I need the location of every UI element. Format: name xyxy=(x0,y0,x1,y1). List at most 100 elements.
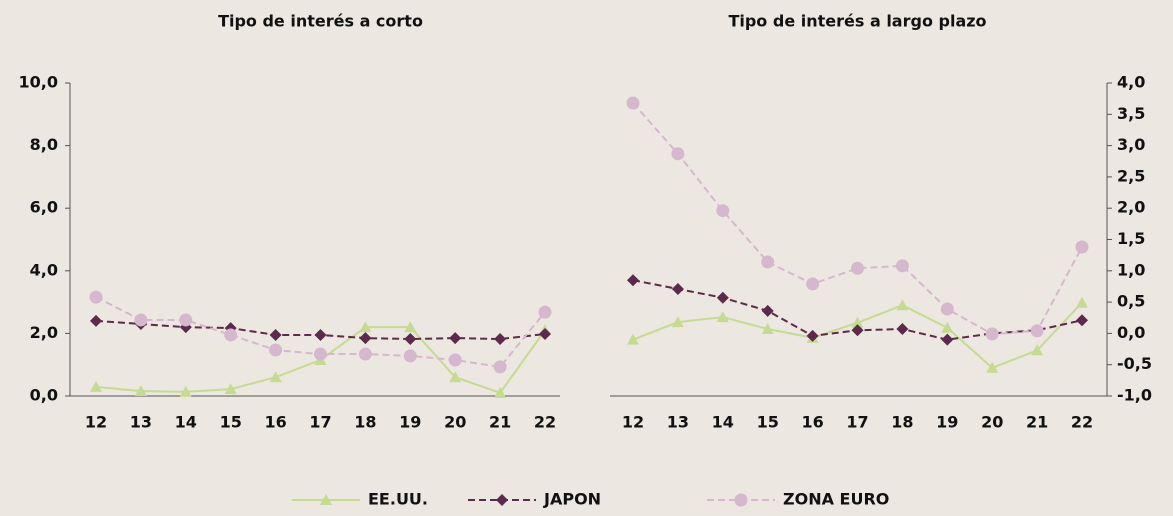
x-tick-label: 16 xyxy=(801,413,823,432)
data-point xyxy=(179,385,192,397)
data-point xyxy=(671,147,685,161)
data-point xyxy=(224,328,238,342)
data-point xyxy=(358,347,372,361)
data-point xyxy=(896,323,909,336)
data-point xyxy=(806,329,819,342)
data-point xyxy=(895,259,909,273)
x-tick-label: 12 xyxy=(85,413,107,432)
data-point xyxy=(269,343,283,357)
y-tick-label: 0,5 xyxy=(1117,292,1145,311)
x-tick-label: 21 xyxy=(489,413,511,432)
data-point xyxy=(761,255,775,269)
x-tick-label: 13 xyxy=(667,413,689,432)
y-tick-label: 0,0 xyxy=(30,386,58,405)
y-tick-label: 2,0 xyxy=(30,323,58,342)
data-point xyxy=(941,321,954,333)
data-point xyxy=(449,332,462,345)
data-point xyxy=(985,327,999,341)
legend-marker xyxy=(734,493,748,507)
y-tick-label: -1,0 xyxy=(1117,386,1152,405)
data-point xyxy=(449,371,462,383)
x-tick-label: 14 xyxy=(175,413,197,432)
data-point xyxy=(89,290,103,304)
x-tick-label: 14 xyxy=(712,413,734,432)
data-point xyxy=(896,299,909,311)
x-tick-label: 19 xyxy=(936,413,958,432)
y-tick-label: 1,0 xyxy=(1117,260,1145,279)
data-point xyxy=(90,380,102,392)
data-point xyxy=(716,311,729,323)
data-point xyxy=(314,328,327,341)
data-point xyxy=(359,321,372,333)
data-point xyxy=(134,384,147,396)
x-tick-label: 22 xyxy=(534,413,556,432)
data-point xyxy=(269,328,282,341)
legend-marker xyxy=(496,494,508,506)
data-point xyxy=(179,313,193,327)
chart-title: Tipo de interés a corto xyxy=(218,12,423,31)
y-tick-label: -0,5 xyxy=(1117,354,1152,373)
data-point xyxy=(448,353,462,367)
data-point xyxy=(716,204,730,218)
data-point xyxy=(1075,240,1089,254)
data-point xyxy=(539,328,551,341)
data-point xyxy=(627,333,639,345)
y-tick-label: 6,0 xyxy=(30,198,58,217)
y-tick-label: 4,0 xyxy=(30,260,58,279)
x-tick-label: 18 xyxy=(891,413,913,432)
data-point xyxy=(90,314,102,327)
y-tick-label: 2,5 xyxy=(1117,166,1145,185)
x-tick-label: 15 xyxy=(220,413,242,432)
x-tick-label: 17 xyxy=(846,413,868,432)
x-tick-label: 20 xyxy=(444,413,466,432)
data-point xyxy=(626,96,640,110)
y-tick-label: 10,0 xyxy=(19,73,58,92)
data-point xyxy=(494,333,507,346)
data-point xyxy=(941,333,954,346)
data-point xyxy=(269,371,282,383)
data-point xyxy=(538,305,552,319)
data-point xyxy=(359,332,372,345)
data-point xyxy=(940,302,954,316)
data-point xyxy=(493,360,507,374)
series-line xyxy=(632,102,1083,336)
data-point xyxy=(851,316,864,328)
legend-label: JAPON xyxy=(543,490,601,509)
y-tick-label: 2,0 xyxy=(1117,198,1145,217)
x-tick-label: 19 xyxy=(399,413,421,432)
y-tick-label: 1,5 xyxy=(1117,229,1145,248)
data-point xyxy=(1076,314,1088,327)
y-tick-label: 3,0 xyxy=(1117,135,1145,154)
x-tick-label: 16 xyxy=(264,413,286,432)
y-tick-label: 3,5 xyxy=(1117,104,1145,123)
x-tick-label: 13 xyxy=(130,413,152,432)
x-tick-label: 21 xyxy=(1026,413,1048,432)
x-tick-label: 18 xyxy=(354,413,376,432)
data-point xyxy=(404,333,417,346)
data-point xyxy=(761,304,774,317)
data-point xyxy=(671,316,684,328)
x-tick-label: 17 xyxy=(309,413,331,432)
data-point xyxy=(806,277,820,291)
y-tick-label: 0,0 xyxy=(1117,323,1145,342)
data-point xyxy=(851,261,864,275)
data-point xyxy=(224,383,237,395)
data-point xyxy=(314,347,327,361)
data-point xyxy=(1031,344,1044,356)
data-point xyxy=(1076,296,1088,308)
x-tick-label: 15 xyxy=(757,413,779,432)
data-point xyxy=(403,349,417,363)
y-tick-label: 8,0 xyxy=(30,135,58,154)
data-point xyxy=(134,313,148,327)
data-point xyxy=(1030,324,1044,338)
data-point xyxy=(986,361,999,373)
x-tick-label: 20 xyxy=(981,413,1003,432)
legend-label: ZONA EURO xyxy=(783,490,889,509)
y-tick-label: 4,0 xyxy=(1117,73,1145,92)
data-point xyxy=(716,291,729,304)
chart-title: Tipo de interés a largo plazo xyxy=(728,12,986,31)
data-point xyxy=(671,282,684,295)
data-point xyxy=(404,321,417,333)
